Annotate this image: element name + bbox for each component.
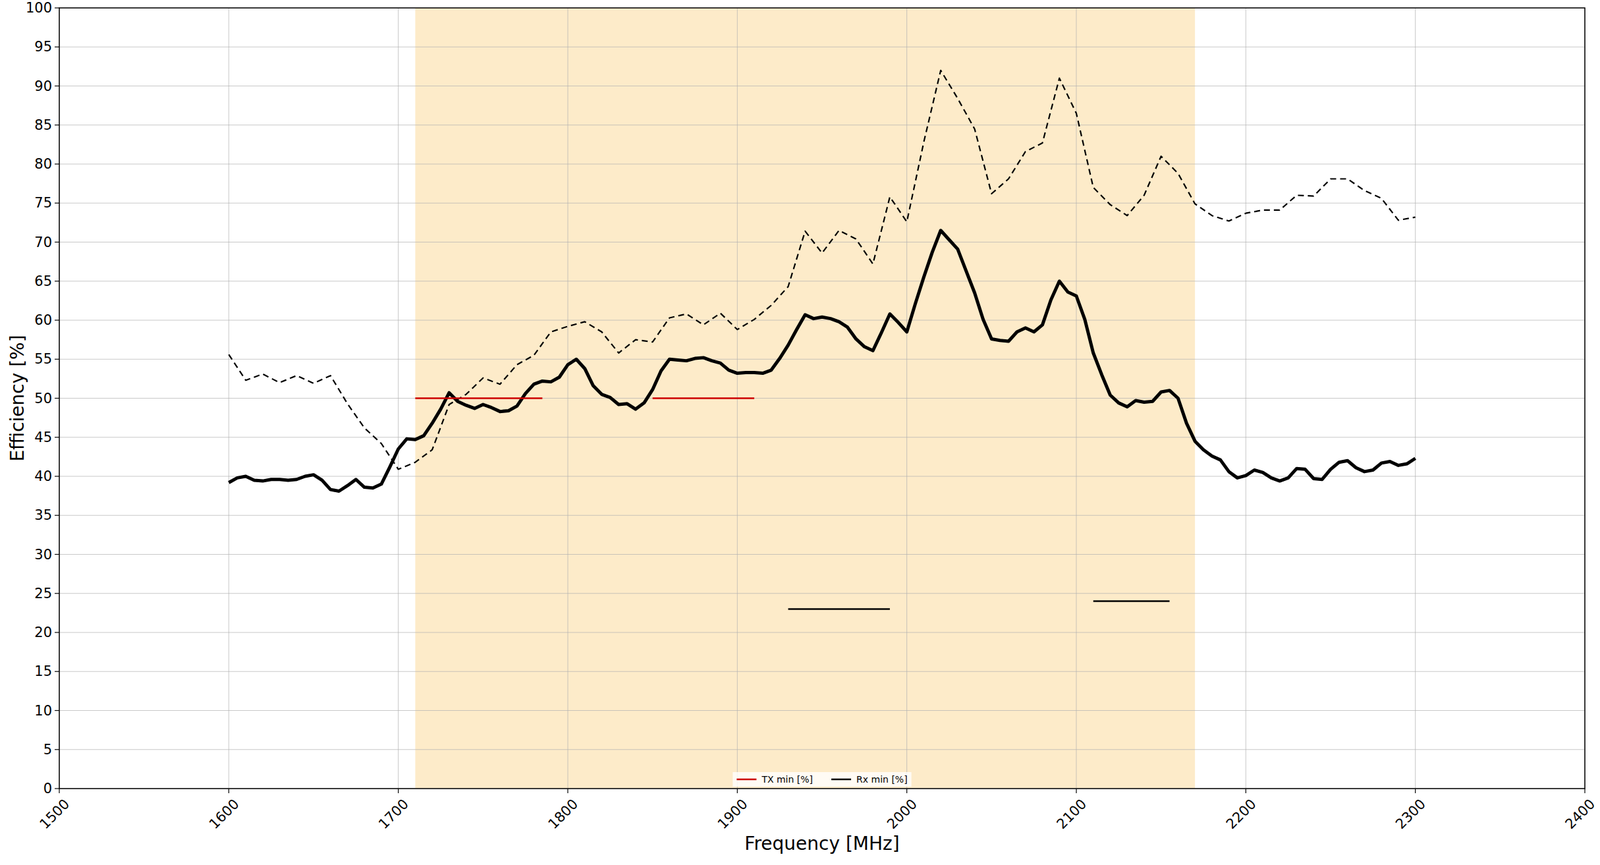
- tick-label: 1700: [375, 795, 412, 832]
- grid-line: [59, 124, 1585, 126]
- tick: [54, 241, 60, 243]
- grid-line: [59, 515, 1585, 516]
- tick-label: 1500: [36, 795, 74, 832]
- tick-label: 15: [34, 663, 53, 680]
- tick-label: 85: [34, 117, 53, 134]
- legend: TX min [%] Rx min [%]: [732, 772, 911, 787]
- tick: [1245, 788, 1247, 794]
- tick-label: 70: [34, 234, 53, 251]
- tick: [397, 788, 399, 794]
- tick: [54, 436, 60, 438]
- tick: [54, 748, 60, 750]
- limit-segment: [652, 397, 755, 400]
- grid-line: [59, 632, 1585, 634]
- limit-segment: [788, 607, 890, 610]
- tick: [54, 46, 60, 48]
- tick-label: 60: [34, 312, 53, 329]
- tick-label: 90: [34, 78, 53, 95]
- tick: [54, 515, 60, 516]
- tick: [54, 319, 60, 321]
- tick: [1414, 788, 1416, 794]
- legend-swatch: [736, 778, 757, 781]
- tick: [567, 788, 568, 794]
- grid-line: [59, 85, 1585, 87]
- tick: [54, 592, 60, 594]
- chart: 1500 1600 1700 1800 1900 2000 2100 2200 2300 2400…: [0, 0, 1600, 865]
- tick-label: 40: [34, 468, 53, 485]
- grid-line: [59, 476, 1585, 477]
- grid-line: [59, 436, 1585, 438]
- legend-label: Rx min [%]: [856, 773, 908, 785]
- plot-frame: [59, 7, 1585, 789]
- grid-line: [59, 710, 1585, 711]
- tick: [1584, 788, 1585, 794]
- plot-data: [228, 70, 1415, 610]
- tick: [54, 397, 60, 399]
- tick: [54, 280, 60, 282]
- grid-line: [59, 320, 1585, 321]
- tick: [54, 202, 60, 204]
- tick-label: 2400: [1562, 795, 1599, 832]
- tick: [1075, 788, 1077, 794]
- tick: [54, 631, 60, 633]
- tick: [54, 787, 60, 789]
- tick-label: 2200: [1223, 795, 1260, 832]
- tick-label: 20: [34, 624, 53, 641]
- tick: [54, 163, 60, 165]
- x-axis-label: Frequency [MHz]: [744, 832, 900, 855]
- tick: [54, 475, 60, 477]
- tick: [54, 671, 60, 672]
- tick: [906, 788, 908, 794]
- grid-line: [59, 46, 1585, 48]
- grid-line: [59, 671, 1585, 672]
- tick-label: 100: [25, 0, 53, 16]
- tick-label: 1900: [714, 795, 751, 832]
- tick: [54, 7, 60, 8]
- grid-line: [59, 241, 1585, 243]
- tick: [54, 124, 60, 126]
- y-axis-label: Efficiency [%]: [6, 334, 29, 462]
- tick-label: 0: [43, 780, 53, 797]
- tick: [54, 85, 60, 87]
- tick-label: 35: [34, 507, 53, 524]
- tick-label: 2100: [1053, 795, 1091, 832]
- grid-line: [59, 553, 1585, 555]
- tick: [54, 553, 60, 555]
- tick-label: 1800: [545, 795, 582, 832]
- tick-label: 25: [34, 585, 53, 602]
- tick-label: 30: [34, 546, 53, 563]
- series-line: [228, 230, 1415, 492]
- legend-swatch: [831, 778, 852, 781]
- tick: [58, 788, 60, 794]
- series-line: [228, 70, 1415, 470]
- tick: [228, 788, 230, 794]
- tick-label: 2300: [1392, 795, 1429, 832]
- tick-label: 5: [43, 741, 53, 758]
- grid-line: [59, 748, 1585, 750]
- tick-label: 1600: [206, 795, 243, 832]
- grid-line: [59, 358, 1585, 360]
- limit-segment: [414, 397, 543, 400]
- tick-label: 75: [34, 194, 53, 211]
- tick: [54, 358, 60, 360]
- tick-label: 65: [34, 273, 53, 290]
- tick-label: 10: [34, 702, 53, 719]
- limit-segment: [1093, 600, 1170, 603]
- grid-line: [59, 592, 1585, 594]
- tick-label: 2000: [883, 795, 921, 832]
- legend-label: TX min [%]: [760, 773, 813, 785]
- tick-label: 50: [34, 390, 53, 407]
- tick: [54, 710, 60, 711]
- tick-label: 80: [34, 156, 53, 172]
- tick-label: 95: [34, 38, 53, 55]
- tick-label: 55: [34, 351, 53, 367]
- legend-box: [732, 772, 911, 787]
- grid-line: [59, 164, 1585, 165]
- grid-line: [59, 280, 1585, 282]
- tick-label: 45: [34, 429, 53, 446]
- grid-line: [59, 397, 1585, 399]
- tick: [737, 788, 738, 794]
- grid-line: [59, 202, 1585, 204]
